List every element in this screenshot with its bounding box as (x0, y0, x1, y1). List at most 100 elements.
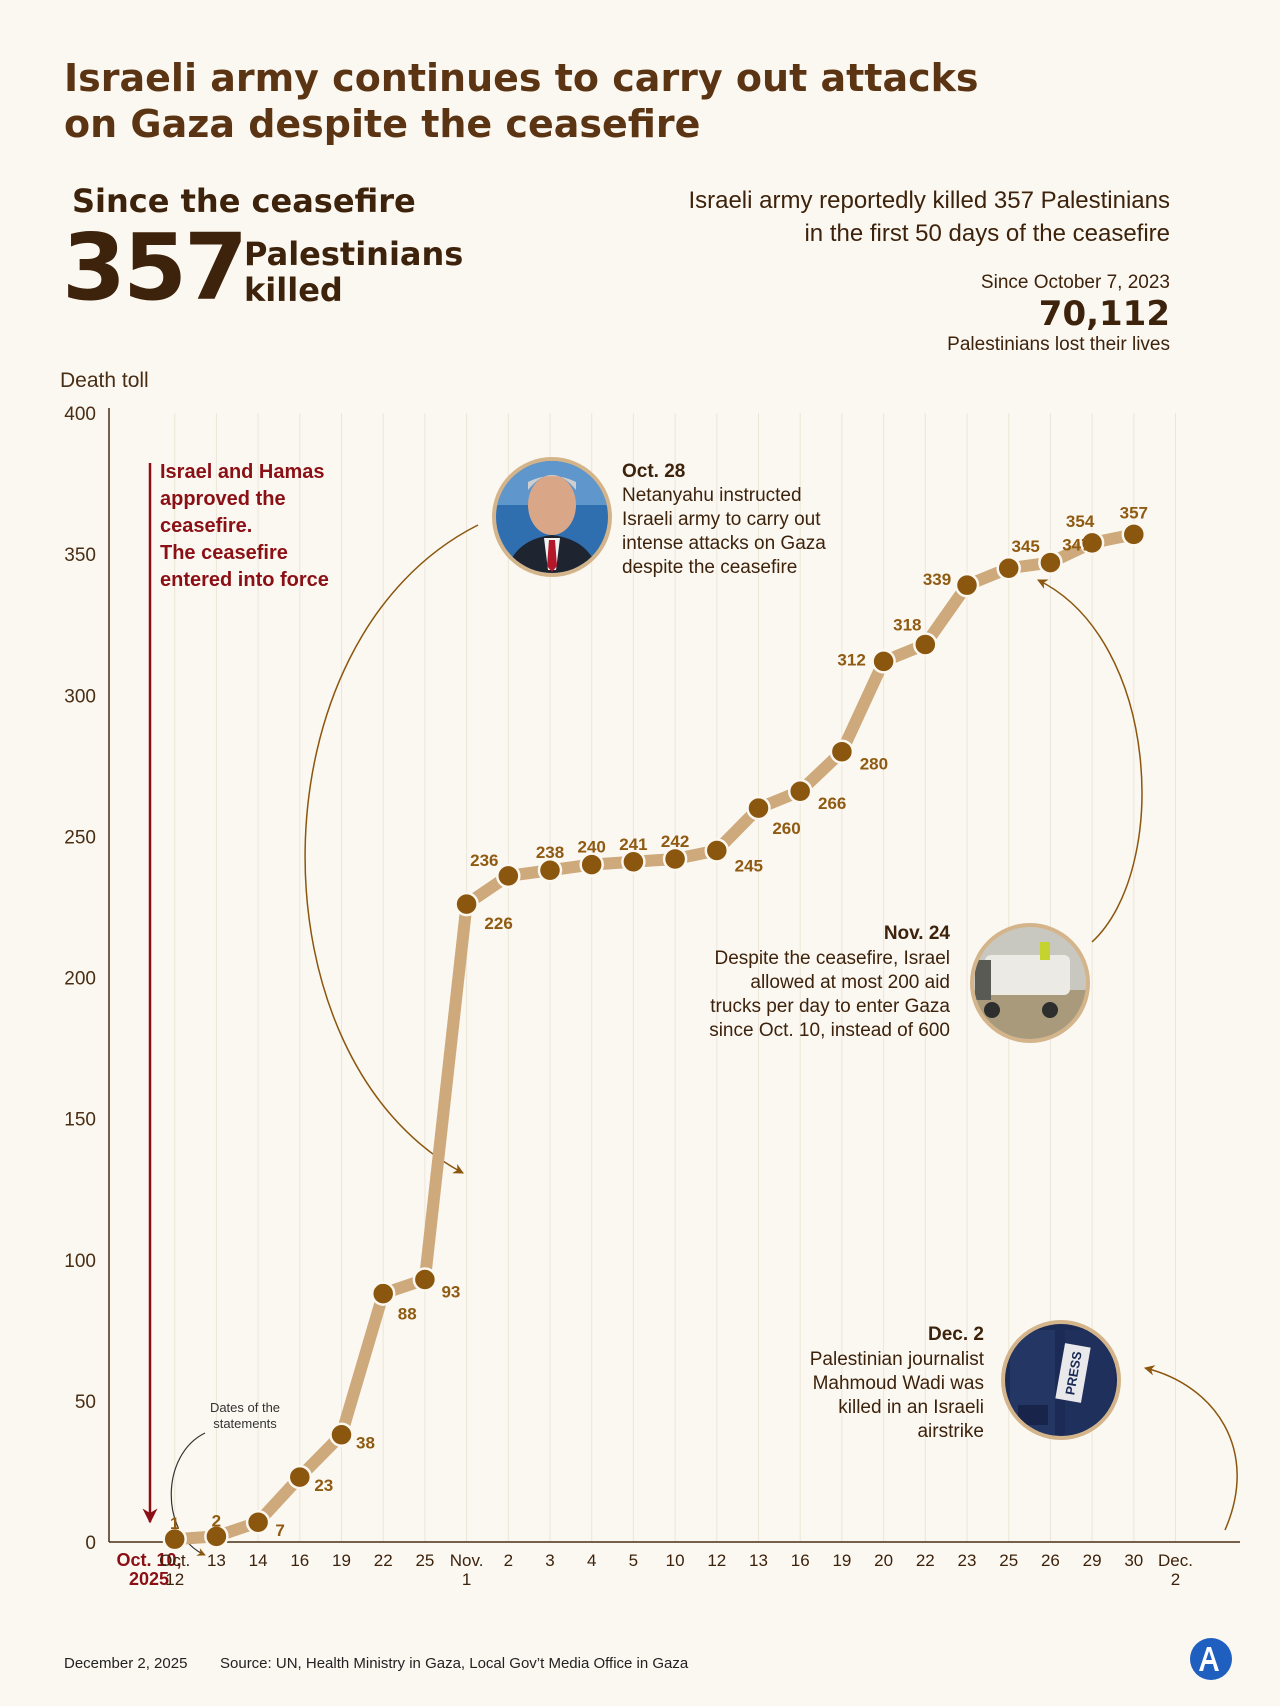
data-label: 339 (923, 570, 951, 589)
headline-number: 357 (62, 214, 248, 321)
x-tick-label: Dec. (1158, 1551, 1193, 1570)
nov24-date: Nov. 24 (884, 923, 951, 944)
x-tick-label: 2025 (129, 1569, 169, 1589)
x-tick-label: 12 (707, 1551, 726, 1570)
aa-logo-text: AA (1211, 1678, 1213, 1681)
y-tick-label: 150 (64, 1110, 96, 1131)
y-tick-label: 0 (85, 1533, 96, 1554)
data-point (871, 649, 896, 674)
data-point (1079, 530, 1105, 556)
nov24-line-2: allowed at most 200 aid (750, 972, 950, 993)
fifty-days-line-2: in the first 50 days of the ceasefire (804, 220, 1170, 247)
x-tick-label: 19 (832, 1551, 851, 1570)
data-point (746, 795, 771, 821)
data-point (1121, 522, 1147, 547)
x-tick-label: 25 (415, 1551, 434, 1570)
oct28-arrow (304, 524, 479, 1174)
gridlines (174, 413, 1176, 1542)
ceasefire-note-line-1: Israel and Hamas (160, 461, 325, 483)
y-axis-title: Death toll (60, 369, 149, 392)
data-label: 280 (860, 755, 888, 774)
data-labels: 1 2 7 23 38 88 93 226 236 238 240 241 242 245 260 266 28… (170, 503, 1148, 1540)
data-label: 240 (578, 838, 606, 857)
x-tick-label: 22 (374, 1551, 393, 1570)
data-point (662, 846, 688, 872)
data-point (370, 1281, 396, 1306)
total-deaths-caption: Palestinians lost their lives (947, 334, 1170, 355)
footer-date: December 2, 2025 (64, 1655, 188, 1672)
data-point (704, 838, 730, 863)
y-tick-label: 300 (64, 686, 96, 707)
dec2-date: Dec. 2 (928, 1324, 984, 1345)
x-tick-label: 12 (165, 1570, 184, 1589)
data-point (454, 891, 479, 917)
dates-note-arrow (170, 1432, 206, 1556)
data-point (537, 857, 563, 883)
y-tick-label: 350 (64, 545, 96, 566)
data-point (412, 1267, 438, 1292)
headline-caption-line-1: Palestinians (244, 235, 464, 273)
data-point (913, 632, 938, 657)
data-label: 318 (893, 615, 921, 634)
dec2-line-4: airstrike (917, 1421, 984, 1442)
x-tick-label: 2 (504, 1551, 513, 1570)
data-point (954, 572, 980, 598)
oct28-line-4: despite the ceasefire (622, 557, 797, 578)
dates-note-line-1: Dates of the (210, 1400, 280, 1415)
x-tick-label: 26 (1041, 1551, 1060, 1570)
since-ceasefire-label: Since the ceasefire (72, 182, 416, 220)
data-point (621, 849, 646, 875)
data-label: 347 (1062, 536, 1090, 555)
headline-caption: Palestinians killed (244, 236, 463, 308)
dec2-arrow (1143, 1365, 1238, 1531)
x-tick-label: Nov. (450, 1551, 484, 1570)
oct28-date: Oct. 28 (622, 461, 685, 482)
nov24-arrow (1037, 579, 1143, 943)
ceasefire-note-line-2: approved the (160, 488, 286, 510)
x-tick-label: 16 (290, 1551, 309, 1570)
total-deaths-number: 70,112 (1038, 294, 1170, 334)
x-tick-label: 25 (999, 1551, 1018, 1570)
oct28-line-3: intense attacks on Gaza (622, 533, 826, 554)
dec2-line-3: killed in an Israeli (838, 1397, 984, 1418)
dec2-line-1: Palestinian journalist (810, 1349, 985, 1370)
data-point (1038, 550, 1063, 575)
nov24-line-1: Despite the ceasefire, Israel (714, 948, 950, 969)
ceasefire-note-line-3: ceasefire. (160, 515, 252, 537)
nov24-line-3: trucks per day to enter Gaza (710, 996, 950, 1017)
y-tick-label: 200 (64, 969, 96, 990)
data-label: 357 (1120, 503, 1148, 522)
data-point (787, 778, 813, 804)
data-label: 38 (356, 1434, 375, 1453)
since-oct7-label: Since October 7, 2023 (980, 272, 1170, 293)
oct28-line-1: Netanyahu instructed (622, 485, 802, 506)
data-label: 241 (619, 835, 647, 854)
x-tick-label: 14 (249, 1551, 268, 1570)
data-point (245, 1509, 271, 1535)
data-label: 260 (772, 819, 800, 838)
oct28-note: Oct. 28 Netanyahu instructed Israeli arm… (622, 461, 826, 578)
x-tick-label: 23 (958, 1551, 977, 1570)
data-label: 236 (470, 851, 498, 870)
x-tick-label: 13 (749, 1551, 768, 1570)
fifty-days-statement: Israeli army reportedly killed 357 Pales… (688, 184, 1170, 250)
data-point (996, 555, 1021, 581)
data-label: 345 (1012, 537, 1040, 556)
x-tick-label: 10 (666, 1551, 685, 1570)
data-points (162, 522, 1147, 1552)
nov24-note: Nov. 24 Despite the ceasefire, Israel al… (709, 923, 950, 1041)
x-tick-label: 3 (545, 1551, 554, 1570)
x-tick-label: 16 (791, 1551, 810, 1570)
y-tick-label: 50 (75, 1392, 96, 1413)
data-label: 23 (314, 1476, 333, 1495)
aa-logo: AA (1190, 1638, 1232, 1681)
netanyahu-photo (492, 457, 612, 577)
trucks-photo (970, 923, 1090, 1043)
footer-source: Source: UN, Health Ministry in Gaza, Loc… (220, 1655, 689, 1672)
x-tick-label: Oct. 10, (116, 1550, 181, 1570)
data-label: 226 (484, 914, 512, 933)
headline-caption-line-2: killed (244, 271, 343, 309)
x-tick-label: 2 (1171, 1570, 1180, 1589)
